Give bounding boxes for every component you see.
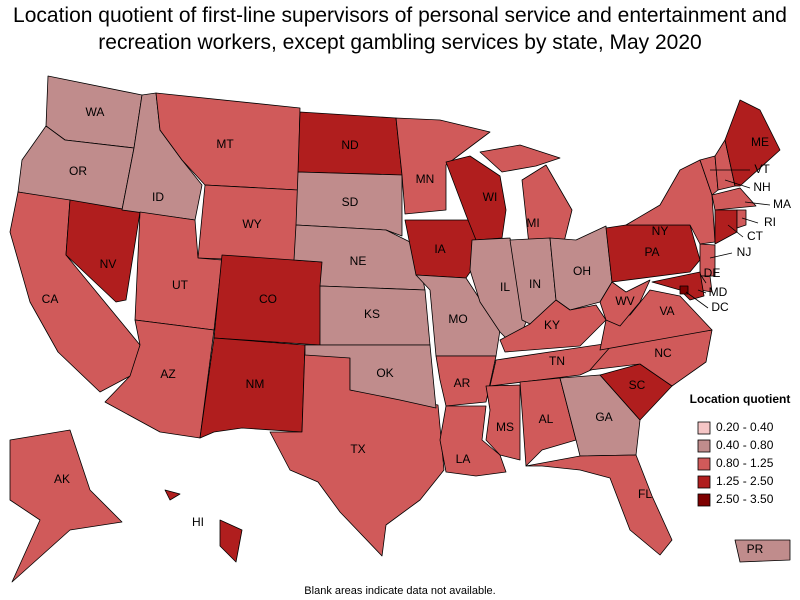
state-label: DE — [704, 266, 721, 280]
state-label: CA — [42, 292, 59, 306]
state-label: VA — [659, 304, 674, 318]
state-shape — [519, 377, 577, 467]
state-label: WY — [242, 217, 261, 231]
state-label: PA — [644, 245, 659, 259]
leader-line — [685, 291, 709, 309]
state-shape — [435, 355, 497, 407]
state-label: AZ — [160, 367, 175, 381]
state-label: SD — [342, 195, 359, 209]
state-label: NY — [652, 224, 669, 238]
state-shape — [9, 429, 123, 583]
state-label: WI — [483, 190, 498, 204]
state-label: FL — [638, 487, 652, 501]
state-label: OH — [573, 264, 591, 278]
legend-swatch — [697, 475, 711, 489]
legend-swatch — [697, 457, 711, 471]
state-label: ID — [152, 190, 164, 204]
state-shape — [439, 405, 507, 477]
legend-swatch — [697, 439, 711, 453]
state-label: AL — [539, 412, 554, 426]
state-shape — [164, 489, 181, 501]
state-shape — [714, 209, 738, 245]
state-shape — [711, 187, 757, 211]
state-label: ND — [341, 138, 359, 152]
state-label: RI — [764, 215, 776, 229]
state-label: WA — [86, 105, 105, 119]
state-label: VT — [754, 162, 770, 176]
state-label: KS — [364, 307, 380, 321]
state-label: CT — [747, 229, 764, 243]
state-label: MD — [709, 285, 728, 299]
legend-label: 1.25 - 2.50 — [716, 474, 774, 488]
state-shape — [734, 539, 791, 563]
state-shape — [104, 319, 215, 439]
state-label: NJ — [737, 245, 752, 259]
state-label: HI — [192, 515, 204, 529]
state-label: MS — [496, 420, 514, 434]
state-shape — [219, 519, 243, 563]
state-label: MN — [416, 172, 435, 186]
state-label: IN — [529, 277, 541, 291]
state-label: MO — [448, 312, 467, 326]
state-label: UT — [172, 278, 189, 292]
state-shape — [599, 279, 651, 327]
state-label: AK — [54, 472, 70, 486]
footnote: Blank areas indicate data not available. — [304, 585, 495, 597]
legend-title: Location quotient — [690, 392, 791, 406]
leader-line — [724, 179, 751, 189]
legend-label: 0.80 - 1.25 — [716, 456, 774, 470]
state-label: MI — [526, 216, 539, 230]
leader-line — [697, 289, 707, 294]
state-label: AR — [454, 376, 471, 390]
state-label: DC — [711, 300, 729, 314]
legend-label: 0.20 - 0.40 — [716, 420, 774, 434]
legend-swatch — [697, 493, 711, 507]
state-shape — [525, 454, 673, 556]
state-label: LA — [456, 452, 471, 466]
state-shape — [445, 155, 507, 241]
state-shape — [304, 344, 437, 409]
state-label: KY — [544, 318, 560, 332]
leader-line — [744, 201, 771, 206]
state-label: PR — [747, 542, 764, 556]
state-label: NM — [246, 377, 265, 391]
state-label: IA — [434, 242, 445, 256]
state-label: OR — [69, 164, 87, 178]
state-label: MT — [216, 137, 234, 151]
state-label: IL — [500, 280, 510, 294]
state-shape — [295, 171, 403, 237]
map-title: Location quotient of first-line supervis… — [13, 4, 787, 54]
state-label: WV — [615, 294, 634, 308]
state-shape — [736, 209, 747, 229]
state-label: NH — [753, 180, 770, 194]
leader-line — [709, 252, 733, 259]
state-label: NV — [100, 257, 117, 271]
legend-label: 2.50 - 3.50 — [716, 492, 774, 506]
leader-line — [699, 273, 707, 284]
legend-label: 0.40 - 0.80 — [716, 438, 774, 452]
state-shape — [724, 99, 781, 187]
state-shape — [651, 271, 705, 301]
state-label: OK — [376, 366, 393, 380]
state-shape — [599, 289, 713, 351]
state-label: NC — [654, 346, 672, 360]
state-shape — [479, 144, 561, 173]
legend-swatch — [697, 421, 711, 435]
state-label: NE — [350, 254, 367, 268]
state-label: GA — [595, 410, 612, 424]
state-label: CO — [259, 292, 277, 306]
state-label: TX — [350, 442, 365, 456]
state-label: ME — [751, 135, 769, 149]
state-shape — [395, 117, 491, 215]
leader-line — [741, 217, 759, 224]
state-label: MA — [773, 197, 791, 211]
leader-line — [727, 224, 744, 238]
state-label: TN — [549, 354, 565, 368]
state-label: SC — [629, 378, 646, 392]
state-shape — [499, 299, 607, 353]
